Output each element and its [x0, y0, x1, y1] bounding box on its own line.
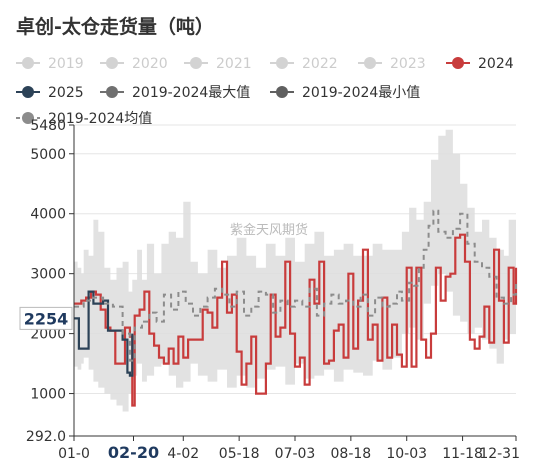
legend-label: 2023: [390, 56, 426, 72]
legend-label: 2019-2024最大值: [132, 85, 250, 101]
series-line-2024: [74, 233, 518, 407]
y-tick-label: 5480: [30, 118, 66, 134]
legend-item-2022: 2022: [270, 56, 338, 72]
legend-item-2023: 2023: [358, 56, 426, 72]
y-highlight-box: [19, 306, 73, 330]
x-tick-label: 02-20: [108, 443, 159, 462]
legend-label: 2025: [48, 85, 84, 101]
legend-label: 2019-2024均值: [48, 111, 152, 127]
legend-item-2019-2024-: 2019-2024最小值: [270, 85, 420, 101]
legend-swatch-dot: [276, 86, 288, 98]
legend-label: 2024: [478, 56, 514, 72]
chart-title: 卓创-太仓走货量（吨）: [16, 15, 214, 38]
legend-item-2019: 2019: [16, 56, 84, 72]
legend-swatch-dot: [276, 57, 288, 69]
legend-swatch-dot: [106, 57, 118, 69]
legend-swatch-dot: [22, 57, 34, 69]
legend-label: 2019: [48, 56, 84, 72]
series-line-2019-2024-: [74, 209, 517, 362]
legend-swatch-dot: [22, 86, 34, 98]
legend-swatch-dot: [22, 112, 34, 124]
legend-label: 2020: [132, 56, 168, 72]
legend-swatch-dot: [190, 57, 202, 69]
y-tick-label: 3000: [30, 267, 66, 283]
range-band: [74, 129, 516, 412]
legend-item-2024: 2024: [446, 56, 514, 72]
x-tick-label: 10-03: [386, 446, 427, 462]
y-tick-label: 5000: [30, 147, 66, 163]
x-tick-label: 07-03: [275, 446, 316, 462]
x-tick-label: 11-18: [442, 446, 483, 462]
legend-label: 2019-2024最小值: [302, 85, 420, 101]
x-tick-label: 08-18: [331, 446, 372, 462]
legend-item-2020: 2020: [100, 56, 168, 72]
x-tick-label: 4-02: [167, 446, 199, 462]
legend-swatch-dot: [106, 86, 118, 98]
legend: 2019 2020 2021 2022 2023 2024 2025 2019-2024最大值…: [16, 56, 514, 127]
x-tick-label: 05-18: [219, 446, 260, 462]
y-tick-label: 1000: [30, 387, 66, 403]
series-line-2025: [74, 290, 134, 377]
y-tick-label: 292.0: [26, 429, 66, 445]
y-tick-label: 4000: [30, 207, 66, 223]
axes: 292.0 1000 2000 3000 4000 5000 5480 01-0 02-20 4-…: [19, 118, 520, 462]
legend-label: 2021: [216, 56, 252, 72]
legend-item-2019-2024-: 2019-2024均值: [16, 111, 152, 127]
x-tick-label: 01-0: [58, 446, 90, 462]
legend-item-2021: 2021: [184, 56, 252, 72]
legend-item-2019-2024-: 2019-2024最大值: [100, 85, 250, 101]
series-lines: [74, 209, 518, 407]
legend-swatch-dot: [364, 57, 376, 69]
watermark: 紫金天风期货: [230, 222, 308, 238]
legend-item-2025: 2025: [16, 85, 84, 101]
legend-label: 2022: [302, 56, 338, 72]
x-tick-label: 12-31: [479, 446, 520, 462]
y-highlight-label: 2254: [24, 309, 69, 328]
y-tick-label: 2000: [30, 327, 66, 343]
legend-swatch-dot: [452, 57, 464, 69]
